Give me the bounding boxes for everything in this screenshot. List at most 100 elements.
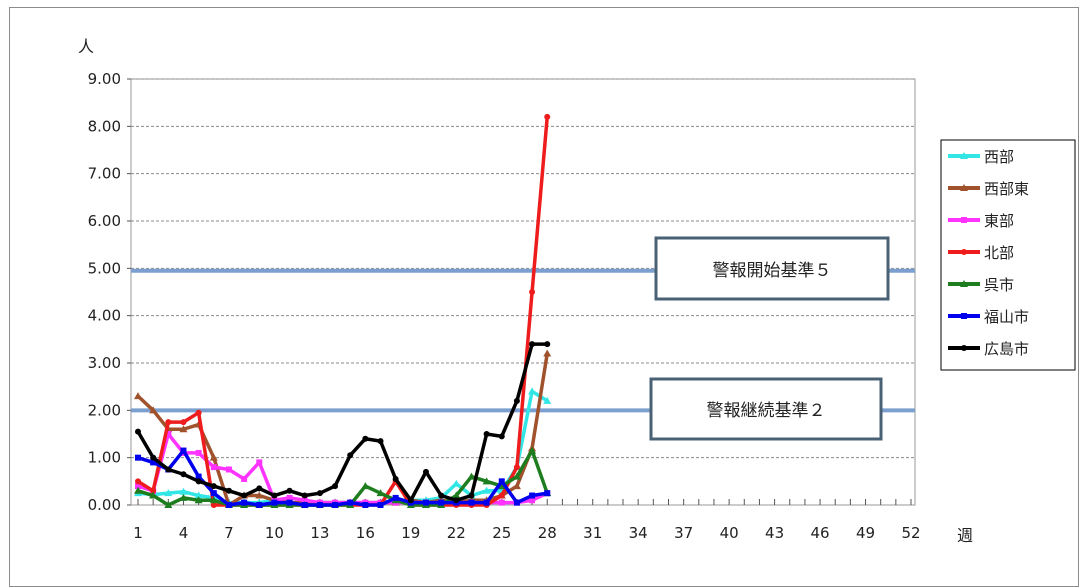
data-point: [407, 497, 414, 504]
legend-marker: [961, 345, 967, 351]
legend-label: 北部: [984, 244, 1014, 262]
data-point: [392, 475, 399, 482]
data-point: [255, 491, 264, 499]
legend-label: 広島市: [984, 340, 1029, 358]
legend-label: 東部: [984, 212, 1014, 230]
y-tick-label: 2.00: [88, 401, 121, 419]
legend-marker: [960, 152, 968, 159]
data-point: [528, 387, 537, 395]
data-point: [347, 452, 354, 459]
data-point: [543, 349, 552, 357]
data-point: [195, 478, 202, 485]
y-tick-label: 1.00: [88, 449, 121, 467]
legend-label: 西部東: [984, 180, 1029, 198]
x-tick-label: 13: [310, 524, 329, 542]
data-point: [347, 499, 354, 506]
y-unit-label: 人: [78, 37, 94, 56]
data-point: [483, 431, 490, 437]
data-point: [512, 482, 521, 490]
legend-item: 呉市: [948, 276, 1014, 294]
series-group: [134, 113, 552, 508]
data-point: [498, 478, 505, 485]
data-point: [194, 496, 203, 504]
data-point: [135, 428, 141, 435]
y-tick-label: 3.00: [88, 354, 121, 372]
data-point: [286, 499, 293, 506]
data-point: [149, 491, 158, 499]
x-tick-label: 10: [265, 524, 284, 542]
series-line: [136, 342, 548, 503]
data-point: [165, 466, 172, 473]
legend-label: 呉市: [984, 276, 1014, 294]
data-point: [241, 499, 248, 506]
data-point: [180, 471, 187, 478]
data-point: [362, 435, 369, 442]
callout-alert-start-label: 警報開始基準５: [713, 261, 832, 281]
data-point: [453, 497, 460, 504]
x-tick-label: 37: [674, 524, 693, 542]
data-point: [316, 502, 323, 508]
y-tick-label: 0.00: [88, 496, 121, 514]
legend-label: 福山市: [984, 308, 1029, 326]
data-point: [377, 502, 384, 508]
data-point: [195, 473, 202, 480]
y-tick-label: 9.00: [88, 70, 121, 88]
data-point: [286, 487, 293, 494]
x-tick-label: 19: [401, 524, 420, 542]
data-point: [210, 490, 217, 497]
x-tick-label: 1: [133, 524, 143, 542]
data-point: [164, 501, 173, 508]
data-point: [179, 493, 188, 501]
data-point: [225, 502, 232, 508]
x-tick-label: 7: [224, 524, 234, 542]
data-point: [543, 396, 552, 404]
y-tick-label: 6.00: [88, 212, 121, 230]
data-point: [544, 341, 551, 348]
data-point: [376, 489, 385, 497]
series-7: [135, 341, 551, 504]
data-point: [529, 289, 536, 295]
data-point: [256, 485, 263, 492]
data-point: [210, 483, 217, 490]
legend-marker: [960, 280, 968, 287]
data-point: [482, 477, 491, 485]
data-point: [482, 486, 491, 494]
data-point: [271, 499, 278, 506]
data-point: [483, 499, 490, 506]
x-tick-label: 31: [583, 524, 602, 542]
data-point: [301, 497, 308, 504]
legend-label: 西部: [984, 148, 1014, 166]
y-tick-label: 8.00: [88, 117, 121, 135]
x-tick-label: 25: [492, 524, 511, 542]
callout-alert-continue-label: 警報継続基準２: [707, 401, 826, 421]
data-point: [134, 392, 142, 400]
data-point: [422, 499, 429, 506]
y-tick-label: 4.00: [88, 307, 121, 325]
data-point: [195, 409, 202, 416]
data-point: [316, 490, 323, 497]
data-point: [467, 472, 476, 480]
x-tick-label: 43: [765, 524, 784, 542]
data-point: [256, 502, 263, 508]
data-point: [195, 449, 202, 456]
data-point: [209, 453, 218, 461]
legend-marker: [961, 217, 967, 223]
data-point: [165, 419, 172, 426]
data-point: [438, 499, 445, 506]
data-point: [513, 464, 520, 471]
data-point: [332, 502, 339, 508]
legend-marker: [961, 313, 967, 319]
data-point: [241, 475, 248, 482]
y-tick-label: 5.00: [88, 259, 121, 277]
data-point: [498, 492, 505, 499]
data-point: [544, 490, 551, 497]
legend-item: 西部東: [948, 180, 1029, 198]
data-point: [468, 492, 475, 499]
data-point: [513, 397, 520, 404]
data-point: [497, 482, 506, 490]
data-point: [179, 487, 188, 495]
data-point: [150, 459, 157, 466]
x-tick-label: 49: [856, 524, 875, 542]
data-point: [544, 113, 551, 120]
